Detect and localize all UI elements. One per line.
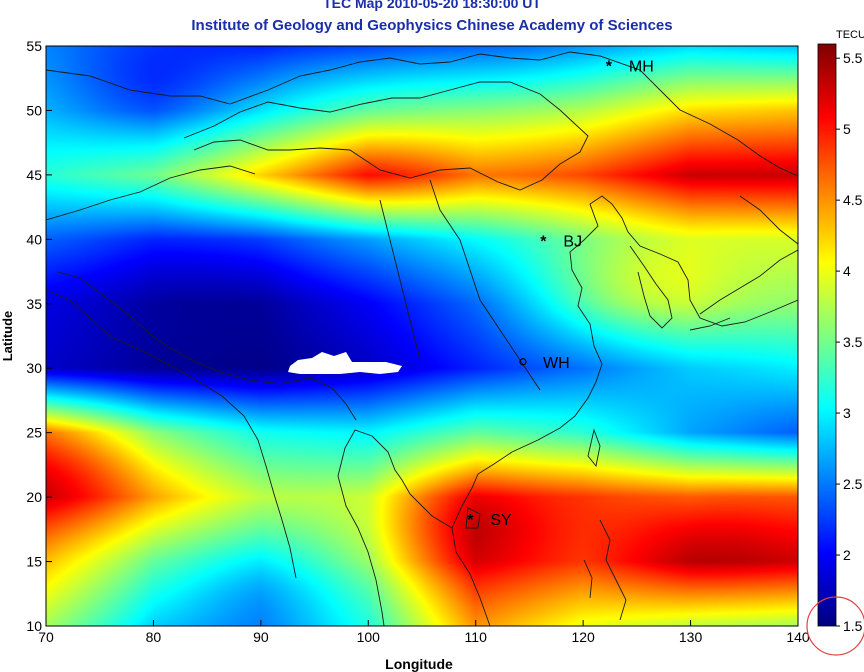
station-label: BJ	[563, 234, 582, 251]
x-tick-label: 90	[253, 629, 269, 645]
x-tick-label: 130	[679, 629, 703, 645]
coastline-japan	[689, 195, 798, 331]
x-tick-label: 120	[571, 629, 595, 645]
station-marker: *	[540, 234, 547, 251]
x-tick-label: 140	[786, 629, 810, 645]
chart-title: TEC Map 2010-05-20 18:30:00 UT	[323, 0, 541, 11]
plot-frame	[45, 45, 799, 627]
coastline-indochina	[337, 429, 453, 626]
station-layer: * MH * BJ WH * SY	[467, 58, 654, 529]
no-data-region	[288, 352, 402, 374]
x-tick-label: 110	[465, 629, 488, 645]
coastline-india	[46, 289, 297, 579]
border-tibet	[57, 271, 357, 421]
border-korea	[629, 245, 673, 329]
y-tick-label: 20	[26, 489, 42, 505]
colorbar-tick-label: 5	[843, 121, 851, 137]
station-marker: *	[467, 512, 474, 529]
highlight-circle	[806, 596, 864, 656]
y-tick-label: 15	[26, 554, 42, 570]
y-tick-label: 35	[26, 296, 42, 312]
colorbar: TECU 1.5 2 2.5 3 3.5 4 4.5 5 5.5	[817, 29, 864, 634]
station-marker	[519, 358, 527, 366]
x-tick-label: 70	[38, 629, 54, 645]
x-axis-title: Longitude	[385, 656, 453, 672]
colorbar-tick-label: 4.5	[843, 192, 863, 208]
colorbar-tick-label: 5.5	[843, 50, 863, 66]
y-tick-label: 10	[26, 618, 42, 634]
x-tick-label: 80	[146, 629, 162, 645]
y-tick-label: 45	[26, 167, 42, 183]
y-axis: 10 15 20 25 30 35 40 45 50 55	[26, 38, 52, 634]
border-kazakh	[46, 165, 256, 221]
station-label: WH	[543, 355, 570, 372]
colorbar-tick-label: 4	[843, 263, 851, 279]
tec-field-canvas	[46, 46, 798, 626]
colorbar-tick-label: 2.5	[843, 476, 863, 492]
x-tick-label: 100	[357, 629, 381, 645]
colorbar-tick-label: 2	[843, 547, 851, 563]
y-tick-label: 25	[26, 425, 42, 441]
y-tick-label: 50	[26, 102, 42, 118]
x-axis: 70 80 90 100 110 120 130 140	[38, 620, 810, 645]
coastline-hainan	[465, 507, 481, 529]
colorbar-label: TECU	[836, 29, 864, 41]
colorbar-gradient	[817, 43, 837, 627]
map-outline	[46, 51, 798, 626]
chart-subtitle: Institute of Geology and Geophysics Chin…	[191, 17, 673, 34]
colorbar-tick-label: 3	[843, 405, 851, 421]
station-label: MH	[629, 58, 654, 75]
station-marker: *	[606, 58, 613, 75]
colorbar-tick-label: 3.5	[843, 334, 863, 350]
coastline-philippines	[583, 519, 627, 621]
border-mongolia	[183, 81, 589, 191]
colorbar-tick-label: 1.5	[843, 618, 863, 634]
y-tick-label: 30	[26, 360, 42, 376]
y-tick-label: 40	[26, 231, 42, 247]
border-russia	[46, 51, 798, 177]
border-interior	[379, 179, 541, 391]
y-tick-label: 55	[26, 38, 42, 54]
colorbar-ticks: 1.5 2 2.5 3 3.5 4 4.5 5 5.5	[836, 50, 863, 634]
tec-heatmap	[46, 46, 798, 626]
coastline-taiwan	[587, 428, 601, 468]
coastline	[451, 195, 798, 626]
y-axis-title: Latitude	[0, 311, 15, 362]
station-label: SY	[490, 512, 512, 529]
